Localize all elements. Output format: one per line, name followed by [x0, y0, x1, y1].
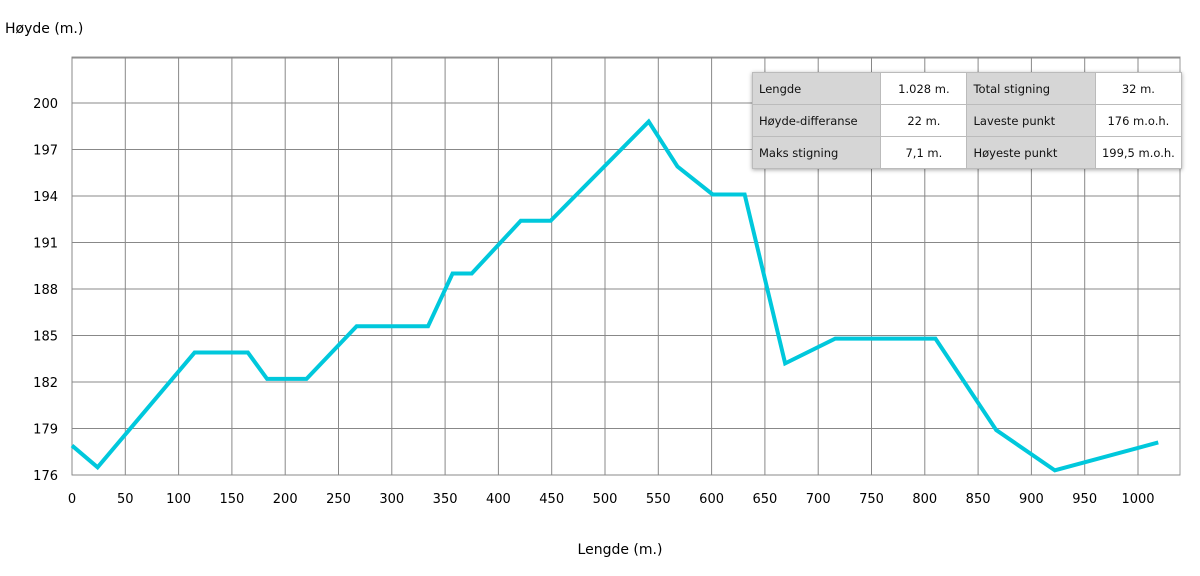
x-tick-label: 250	[326, 492, 351, 507]
stat-label: Høyeste punkt	[966, 136, 1096, 169]
stat-value: 22 m.	[880, 104, 968, 137]
y-tick-label: 179	[33, 423, 58, 438]
y-tick-label: 185	[33, 330, 58, 345]
x-tick-label: 800	[912, 492, 937, 507]
y-tick-label: 182	[33, 376, 58, 391]
x-tick-label: 100	[166, 492, 191, 507]
stat-label: Maks stigning	[751, 136, 882, 169]
stat-label: Høyde-differanse	[751, 104, 882, 137]
stat-value: 1.028 m.	[880, 72, 968, 105]
stat-value: 32 m.	[1094, 72, 1183, 105]
stat-value: 176 m.o.h.	[1094, 104, 1183, 137]
elevation-line	[70, 118, 1159, 473]
stat-value: 199,5 m.o.h.	[1094, 136, 1183, 169]
x-tick-label: 400	[486, 492, 511, 507]
y-tick-label: 176	[33, 469, 58, 484]
x-tick-label: 450	[539, 492, 564, 507]
x-tick-label: 150	[219, 492, 244, 507]
stats-row: Høyde-differanse 22 m. Laveste punkt 176 m.…	[751, 104, 1183, 137]
y-tick-label: 197	[33, 144, 58, 159]
stat-label: Total stigning	[966, 72, 1096, 105]
x-tick-label: 500	[593, 492, 618, 507]
x-tick-label: 1000	[1121, 492, 1154, 507]
y-tick-label: 200	[33, 97, 58, 112]
x-tick-label: 850	[966, 492, 991, 507]
stat-value: 7,1 m.	[880, 136, 968, 169]
x-tick-label: 750	[859, 492, 884, 507]
x-tick-label: 200	[273, 492, 298, 507]
stats-row: Maks stigning 7,1 m. Høyeste punkt 199,5 m.…	[751, 136, 1183, 169]
x-tick-label: 600	[699, 492, 724, 507]
x-tick-label: 950	[1072, 492, 1097, 507]
x-tick-label: 700	[806, 492, 831, 507]
x-tick-label: 300	[379, 492, 404, 507]
x-tick-label: 0	[68, 492, 76, 507]
x-tick-label: 350	[433, 492, 458, 507]
y-tick-label: 194	[33, 190, 58, 205]
y-tick-label: 188	[33, 283, 58, 298]
y-axis-label: Høyde (m.)	[5, 21, 83, 37]
y-tick-label: 191	[33, 237, 58, 252]
x-axis-label: Lengde (m.)	[578, 542, 663, 558]
x-tick-label: 550	[646, 492, 671, 507]
x-tick-label: 50	[117, 492, 134, 507]
x-tick-label: 900	[1019, 492, 1044, 507]
x-tick-label: 650	[752, 492, 777, 507]
stats-table: Lengde 1.028 m. Total stigning 32 m. Høyde-d…	[751, 72, 1183, 169]
stat-label: Laveste punkt	[966, 104, 1096, 137]
stats-row: Lengde 1.028 m. Total stigning 32 m.	[751, 72, 1183, 105]
stat-label: Lengde	[751, 72, 882, 105]
